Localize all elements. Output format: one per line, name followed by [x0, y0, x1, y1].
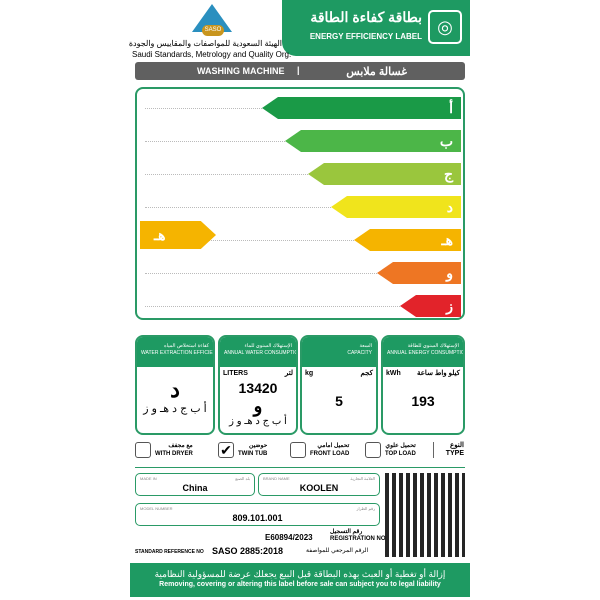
unit-ar: لتر: [284, 370, 293, 377]
type-checkbox-top-load[interactable]: [365, 442, 381, 458]
footer-warning: إزالة أو تغطية أو العبث بهذه البطاقة قبل…: [130, 563, 470, 597]
model-field: MODEL NUMBER رقم الطراز 809.101.001: [135, 503, 380, 526]
rating-indicator: هـ: [140, 221, 216, 249]
type-option-label: تحميل علوي TOP LOAD: [385, 442, 416, 458]
registration-label-en: REGISTRATION NO: [330, 536, 386, 542]
header-banner: بطاقة كفاءة الطاقة ENERGY EFFICIENCY LAB…: [282, 0, 470, 56]
field-label: MADE IN: [140, 476, 157, 481]
scale-arrow-6: ز: [400, 295, 461, 317]
scale-arrow-5: و: [377, 262, 461, 284]
model-value: 809.101.001: [232, 513, 283, 523]
type-checkbox-front-load[interactable]: [290, 442, 306, 458]
water-value: 13420: [238, 380, 278, 396]
panel-title-en: ANNUAL ENERGY CONSUMPTION: [387, 350, 465, 356]
grade-scale: أ ب ج د هـ و ز: [229, 416, 287, 427]
energy-value: 193: [411, 393, 435, 409]
type-option-label: مع مجفف WITH DRYER: [155, 442, 193, 458]
org-name-en: Saudi Standards, Metrology and Quality O…: [132, 50, 292, 59]
field-label-ar: رقم الطراز: [356, 506, 375, 511]
saso-logo-text: SASO: [202, 25, 224, 36]
option-ar: مع مجفف: [168, 443, 193, 449]
scale-dotted-line: [145, 207, 331, 208]
field-label-ar: بلد الصنع: [235, 476, 250, 481]
scale-dotted-line: [145, 240, 354, 241]
grade-value: د: [170, 377, 180, 402]
org-name-ar: الهيئة السعودية للمواصفات والمقاييس والج…: [128, 39, 282, 48]
field-label-ar: العلامة التجارية: [350, 476, 375, 481]
type-checkbox-with-dryer[interactable]: [135, 442, 151, 458]
footer-en: Removing, covering or altering this labe…: [159, 581, 441, 588]
unit-en: kWh: [386, 370, 401, 377]
option-en: TWIN TUB: [238, 451, 268, 457]
standard-label-ar: الرقم المرجعي للمواصفة: [306, 548, 369, 554]
product-bar: WASHING MACHINE | غسالة ملابس: [135, 62, 465, 80]
option-en: FRONT LOAD: [310, 451, 350, 457]
washing-machine-icon: ◎: [428, 10, 462, 44]
grade-scale: أ ب ج د هـ و ز: [143, 403, 207, 415]
unit-ar: كيلو واط ساعة: [417, 370, 460, 377]
unit-en: LITERS: [223, 370, 248, 377]
scale-dotted-line: [145, 273, 377, 274]
registration-value: E60894/2023: [265, 533, 313, 542]
divider: |: [297, 65, 300, 75]
brand-value: KOOLEN: [299, 483, 339, 493]
panel-water-extraction: كفاءة استخلاص المياه WATER EXTRACTION EFF…: [135, 335, 215, 435]
scale-arrow-0: أ: [262, 97, 461, 119]
standard-value: SASO 2885:2018: [212, 546, 284, 556]
panel-title-ar: الإستهلاك السنوي للطاقة: [407, 343, 459, 349]
panel-title-en: CAPACITY: [347, 350, 372, 356]
qr-code[interactable]: [385, 473, 465, 557]
product-en: WASHING MACHINE: [197, 66, 285, 76]
type-checkbox-twin-tub[interactable]: ✔: [218, 442, 234, 458]
panel-header: كفاءة استخلاص المياه WATER EXTRACTION EFF…: [137, 337, 213, 367]
capacity-value: 5: [335, 393, 343, 409]
scale-arrow-4: هـ: [354, 229, 461, 251]
type-label-en: TYPE: [445, 450, 464, 457]
divider: [433, 442, 434, 458]
registration-label-ar: رقم التسجيل: [330, 529, 363, 535]
scale-arrow-2: ج: [308, 163, 461, 185]
title-en: ENERGY EFFICIENCY LABEL: [309, 32, 422, 41]
panel-water-consumption: الإستهلاك السنوي للماء ANNUAL WATER CONSU…: [218, 335, 298, 435]
panel-title-en: WATER EXTRACTION EFFICIENCY: [141, 350, 213, 356]
type-label: النوع TYPE: [440, 442, 464, 458]
type-label-ar: النوع: [450, 442, 464, 449]
title-ar: بطاقة كفاءة الطاقة: [310, 9, 422, 25]
water-grade: و: [253, 396, 263, 416]
scale-dotted-line: [145, 108, 262, 109]
registration-label: رقم التسجيل REGISTRATION NO: [330, 529, 386, 543]
panel-title-ar: السعة: [359, 343, 372, 349]
type-option-label: تحميل امامي FRONT LOAD: [310, 442, 349, 458]
option-ar: تحميل امامي: [317, 443, 350, 449]
unit-en: kg: [305, 370, 314, 377]
panel-title-ar: الإستهلاك السنوي للماء: [244, 343, 292, 349]
divider: [135, 467, 465, 468]
scale-dotted-line: [145, 141, 285, 142]
brand-field: BRAND NAME العلامة التجارية KOOLEN: [258, 473, 380, 496]
made-in-value: China: [182, 483, 208, 493]
field-label: MODEL NUMBER: [140, 506, 173, 511]
field-label: BRAND NAME: [263, 476, 290, 481]
panel-title-ar: كفاءة استخلاص المياه: [164, 343, 209, 349]
panel-capacity: السعة CAPACITY kg كجم 5: [300, 335, 378, 435]
option-en: WITH DRYER: [155, 451, 193, 457]
efficiency-scale: أ ب ج د هـ و ز: [135, 87, 465, 320]
product-ar: غسالة ملابس: [346, 66, 407, 78]
scale-arrow-1: ب: [285, 130, 461, 152]
option-ar: تحميل علوي: [385, 443, 416, 449]
unit-ar: كجم: [360, 370, 373, 377]
panel-title-en: ANNUAL WATER CONSUMPTION: [224, 350, 298, 356]
scale-dotted-line: [145, 174, 308, 175]
type-option-label: حوضين TWIN TUB: [238, 442, 267, 458]
made-in-field: MADE IN بلد الصنع China: [135, 473, 255, 496]
scale-dotted-line: [145, 306, 400, 307]
panel-energy-consumption: الإستهلاك السنوي للطاقة ANNUAL ENERGY CON…: [381, 335, 465, 435]
scale-arrow-3: د: [331, 196, 461, 218]
option-ar: حوضين: [249, 443, 268, 449]
option-en: TOP LOAD: [385, 451, 416, 457]
standard-label-en: STANDARD REFERENCE NO: [135, 549, 204, 555]
footer-ar: إزالة أو تغطية أو العبث بهذه البطاقة قبل…: [154, 569, 446, 579]
